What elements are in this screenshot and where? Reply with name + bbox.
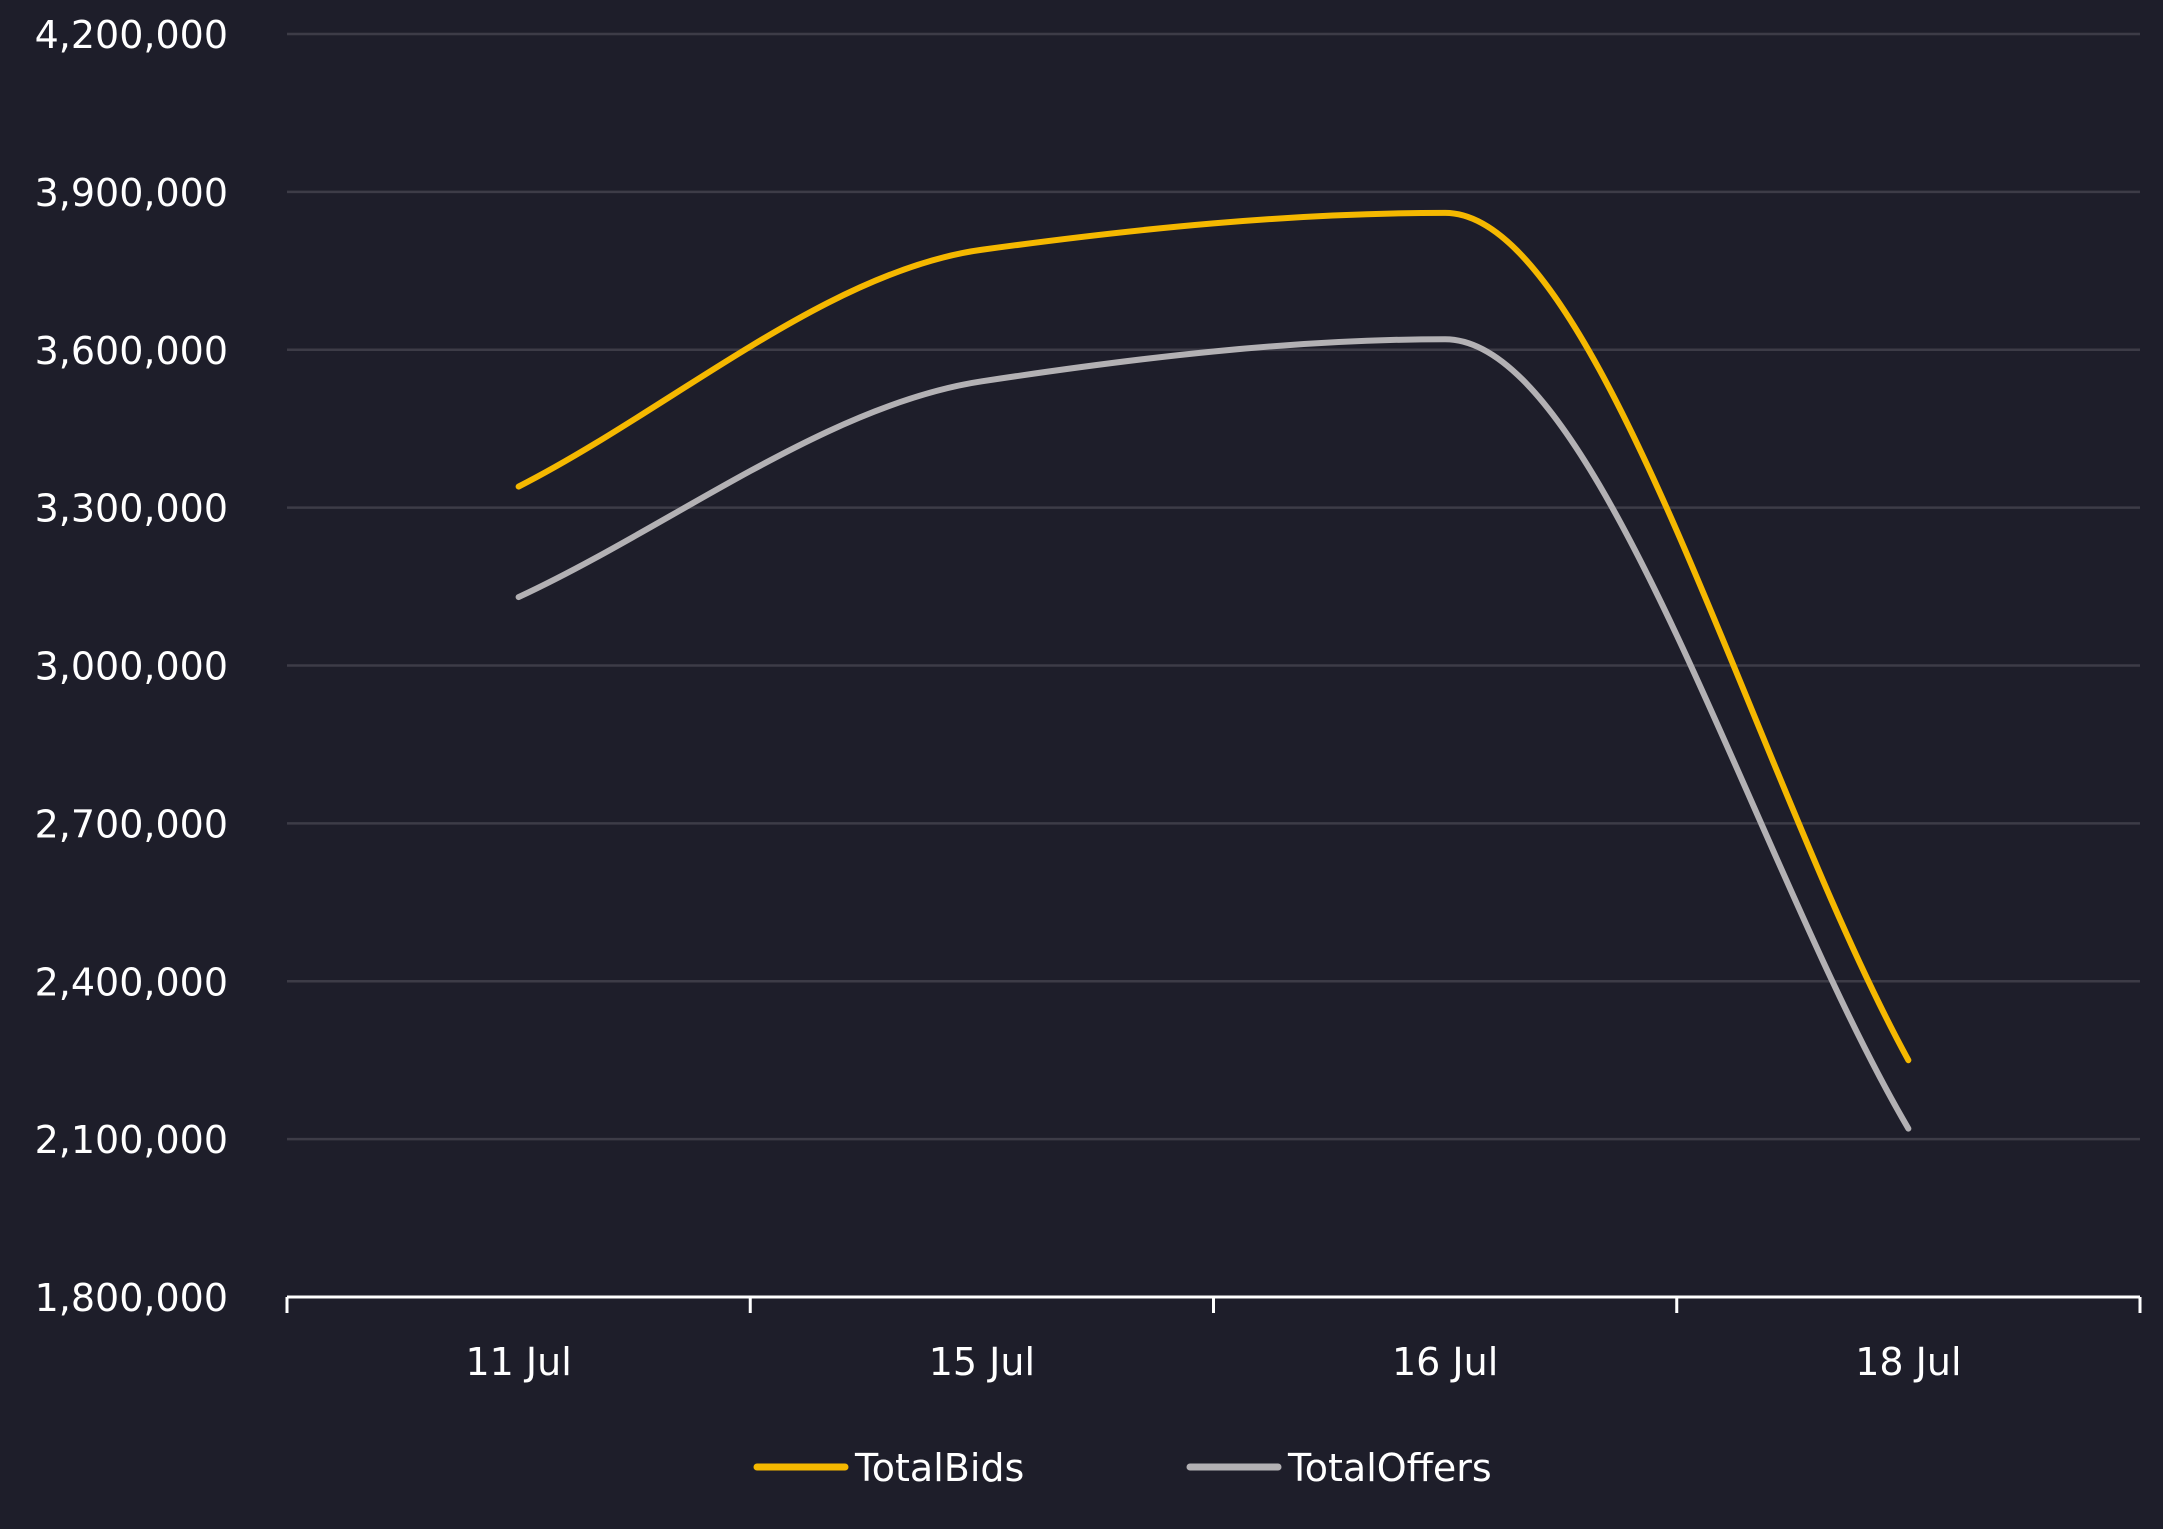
legend: TotalBids TotalOffers <box>753 1446 1492 1490</box>
y-tick-label: 4,200,000 <box>35 13 228 57</box>
x-tick-label: 16 Jul <box>1392 1340 1498 1384</box>
x-tick-label: 15 Jul <box>929 1340 1035 1384</box>
y-tick-label: 1,800,000 <box>35 1276 228 1320</box>
legend-label: TotalOffers <box>1287 1446 1492 1490</box>
y-tick-label: 3,000,000 <box>35 645 228 689</box>
y-tick-label: 3,600,000 <box>35 329 228 373</box>
legend-label: TotalBids <box>854 1446 1024 1490</box>
y-tick-label: 3,300,000 <box>35 487 228 531</box>
x-axis-tick-labels: 11 Jul 15 Jul 16 Jul 18 Jul <box>465 1340 1961 1384</box>
series-line-totaloffers <box>515 336 1912 1132</box>
y-tick-label: 3,900,000 <box>35 171 228 215</box>
y-tick-label: 2,700,000 <box>35 802 228 846</box>
x-axis <box>285 1295 2142 1313</box>
series-line-totalbids <box>515 209 1912 1064</box>
y-tick-label: 2,100,000 <box>35 1118 228 1162</box>
series-lines <box>515 209 1912 1132</box>
x-tick-label: 11 Jul <box>465 1340 571 1384</box>
y-tick-label: 2,400,000 <box>35 960 228 1004</box>
y-axis-tick-labels: 1,800,000 2,100,000 2,400,000 2,700,000 3,00… <box>35 13 228 1320</box>
x-tick-label: 18 Jul <box>1855 1340 1961 1384</box>
